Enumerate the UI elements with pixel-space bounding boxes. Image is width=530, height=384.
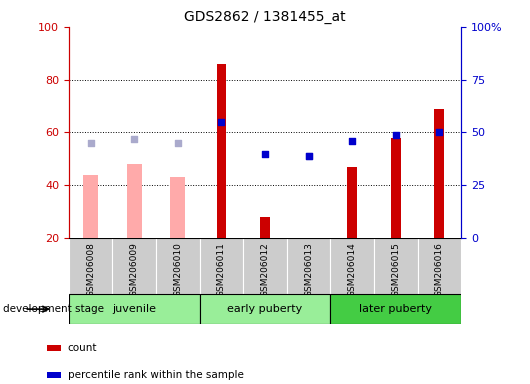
Text: GSM206013: GSM206013 (304, 243, 313, 298)
Bar (83, 175, 99, 238)
Text: GSM206011: GSM206011 (217, 243, 226, 298)
Bar (170, 177, 185, 238)
Point (304, 152, 313, 159)
Bar (217, 64, 226, 238)
Bar (243, 238, 287, 294)
Text: early puberty: early puberty (227, 304, 303, 314)
Bar (200, 238, 243, 294)
Bar (435, 109, 444, 238)
Bar (243, 27, 287, 238)
Bar (418, 238, 461, 294)
Bar (287, 238, 330, 294)
Bar (112, 238, 156, 294)
Point (86, 140, 95, 146)
Bar (391, 138, 401, 238)
Title: GDS2862 / 1381455_at: GDS2862 / 1381455_at (184, 10, 346, 25)
Text: GSM206014: GSM206014 (348, 243, 357, 297)
Bar (200, 294, 330, 324)
Bar (347, 167, 357, 238)
Bar (127, 164, 142, 238)
Bar (156, 238, 200, 294)
Bar (69, 294, 200, 324)
Bar (418, 27, 461, 238)
Bar (330, 238, 374, 294)
Text: later puberty: later puberty (359, 304, 432, 314)
Bar (112, 27, 156, 238)
Point (261, 151, 269, 157)
Text: GSM206012: GSM206012 (261, 243, 269, 297)
Bar (330, 27, 374, 238)
Bar (260, 217, 270, 238)
Point (174, 140, 182, 146)
Point (348, 138, 356, 144)
Text: GSM206010: GSM206010 (173, 243, 182, 298)
Point (130, 136, 138, 142)
Point (304, 152, 313, 159)
Point (217, 119, 226, 125)
Bar (69, 27, 112, 238)
Text: juvenile: juvenile (112, 304, 156, 314)
Bar (330, 294, 461, 324)
Point (435, 129, 444, 136)
Text: development stage: development stage (3, 304, 104, 314)
Text: GSM206016: GSM206016 (435, 243, 444, 298)
Bar (47, 345, 61, 351)
Bar (69, 238, 112, 294)
Bar (200, 27, 243, 238)
Text: GSM206015: GSM206015 (391, 243, 400, 298)
Bar (374, 27, 418, 238)
Text: percentile rank within the sample: percentile rank within the sample (67, 370, 243, 380)
Bar (156, 27, 200, 238)
Point (392, 131, 400, 138)
Bar (287, 27, 330, 238)
Bar (47, 372, 61, 378)
Text: count: count (67, 343, 97, 353)
Text: GSM206008: GSM206008 (86, 243, 95, 298)
Text: GSM206009: GSM206009 (130, 243, 139, 298)
Bar (374, 238, 418, 294)
